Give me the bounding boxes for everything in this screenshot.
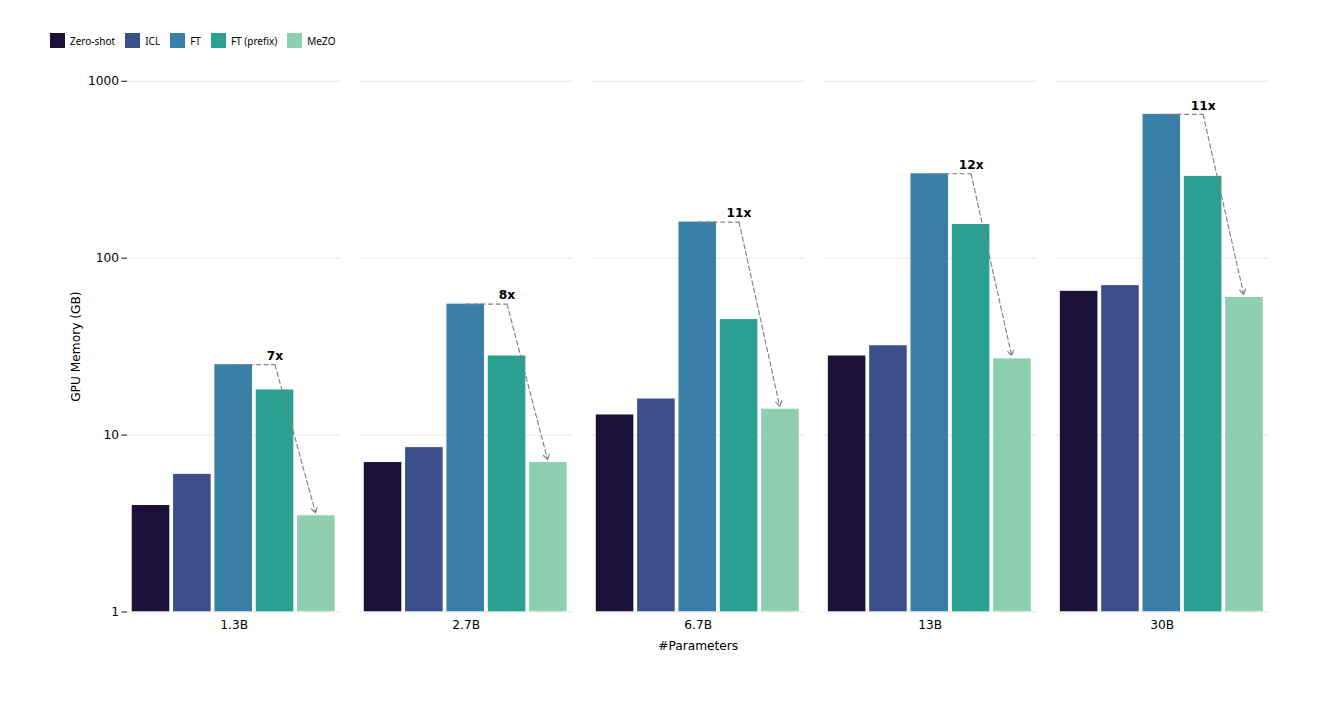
html-text:Zero-shot: Zero-shot bbox=[70, 33, 116, 48]
svg-text:1.3B: 1.3B bbox=[220, 618, 248, 632]
svg-text:1000: 1000 bbox=[88, 74, 119, 88]
svg-text:GPU Memory (GB): GPU Memory (GB) bbox=[69, 291, 83, 401]
html-text:FT: FT bbox=[190, 33, 201, 48]
svg-text:6.7B: 6.7B bbox=[684, 618, 712, 632]
svg-text:2.7B: 2.7B bbox=[452, 618, 480, 632]
svg-text:30B: 30B bbox=[1150, 618, 1174, 632]
svg-text:1: 1 bbox=[111, 605, 119, 619]
svg-text:11x: 11x bbox=[727, 206, 752, 220]
svg-text:#Parameters: #Parameters bbox=[658, 639, 738, 653]
html-text:ICL: ICL bbox=[145, 33, 161, 48]
html-text:MeZO: MeZO bbox=[307, 33, 336, 48]
svg-text:8x: 8x bbox=[499, 288, 515, 302]
svg-text:13B: 13B bbox=[918, 618, 942, 632]
svg-text:100: 100 bbox=[96, 251, 119, 265]
svg-text:12x: 12x bbox=[959, 158, 984, 172]
svg-text:10: 10 bbox=[104, 428, 120, 442]
svg-text:11x: 11x bbox=[1191, 99, 1216, 113]
svg-text:7x: 7x bbox=[267, 349, 283, 363]
html-text:FT (prefix): FT (prefix) bbox=[230, 33, 278, 48]
